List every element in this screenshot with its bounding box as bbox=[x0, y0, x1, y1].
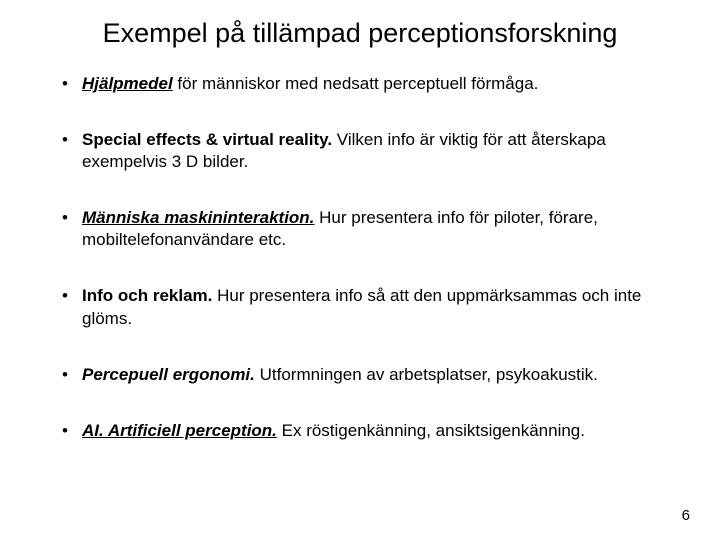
lead-text: Special effects & virtual reality. bbox=[82, 130, 332, 149]
rest-text: för människor med nedsatt perceptuell fö… bbox=[173, 74, 539, 93]
page-title: Exempel på tillämpad perceptionsforsknin… bbox=[40, 18, 680, 49]
rest-text: Ex röstigenkänning, ansiktsigenkänning. bbox=[277, 421, 585, 440]
lead-text: Hjälpmedel bbox=[82, 74, 173, 93]
list-item: AI. Artificiell perception. Ex röstigenk… bbox=[62, 420, 680, 442]
bullet-list: Hjälpmedel för människor med nedsatt per… bbox=[40, 73, 680, 442]
lead-text: AI. Artificiell perception. bbox=[82, 421, 277, 440]
rest-text: Utformningen av arbetsplatser, psykoakus… bbox=[255, 365, 598, 384]
list-item: Människa maskininteraktion. Hur presente… bbox=[62, 207, 680, 251]
page-number: 6 bbox=[682, 507, 690, 524]
list-item: Info och reklam. Hur presentera info så … bbox=[62, 285, 680, 329]
lead-text: Percepuell ergonomi. bbox=[82, 365, 255, 384]
lead-text: Info och reklam. bbox=[82, 286, 212, 305]
list-item: Special effects & virtual reality. Vilke… bbox=[62, 129, 680, 173]
list-item: Percepuell ergonomi. Utformningen av arb… bbox=[62, 364, 680, 386]
lead-text: Människa maskininteraktion. bbox=[82, 208, 314, 227]
list-item: Hjälpmedel för människor med nedsatt per… bbox=[62, 73, 680, 95]
